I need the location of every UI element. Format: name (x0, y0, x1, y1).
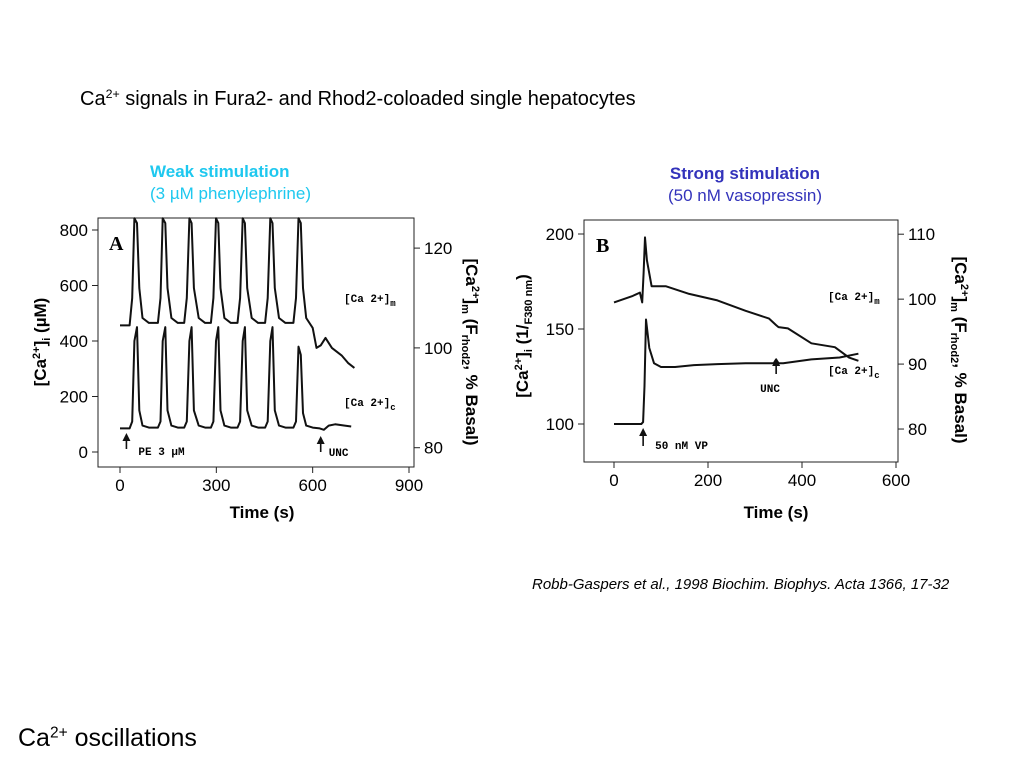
right-axis-ticks-a: 80 100 120 (414, 239, 452, 458)
right-tick-label: 100 (908, 290, 936, 309)
slide-footer-title: Ca2+ oscillations (18, 724, 197, 752)
x-tick-label: 300 (202, 476, 230, 495)
stim-arrow-head (639, 428, 648, 436)
chart-panel-b: 100 150 200 80 90 100 110 0 200 400 600 B 50 nM … (513, 219, 970, 522)
right-axis-label-b: [Ca2+]m (Frhod2, % Basal) (948, 256, 970, 443)
annotations-a: PE 3 µM UNC [Ca 2+]m [Ca 2+]c (122, 294, 396, 460)
plot-frame-b (583, 219, 899, 463)
left-axis-ticks-a: 0 200 400 600 800 (60, 221, 98, 462)
x-axis-ticks-a: 0 300 600 900 (115, 467, 423, 495)
panel-a-heading-title: Weak stimulation (150, 162, 290, 181)
left-tick-label: 100 (546, 415, 574, 434)
left-axis-label-b: [Ca2+]i (1/F380 nm) (513, 274, 535, 398)
slide-title: Ca2+ signals in Fura2- and Rhod2-coloade… (80, 87, 636, 110)
unc-label: UNC (760, 384, 780, 396)
panel-b-heading: Strong stimulation (50 nM vasopressin) (640, 163, 850, 207)
panel-a-heading-subtitle: (3 µM phenylephrine) (150, 184, 311, 203)
annotations-b: 50 nM VP UNC [Ca 2+]m [Ca 2+]c (639, 292, 880, 453)
chart-panel-a: 0 200 400 600 800 80 100 120 0 300 600 900 A PE 3… (31, 217, 481, 522)
traces-a (120, 217, 356, 431)
left-tick-label: 600 (60, 277, 88, 296)
citation: Robb-Gaspers et al., 1998 Biochim. Bioph… (532, 576, 950, 593)
right-tick-label: 110 (908, 225, 935, 244)
x-tick-label: 600 (882, 471, 910, 490)
right-axis-label-a: [Ca2+]m (Frhod2, % Basal) (459, 258, 481, 445)
left-tick-label: 200 (60, 388, 88, 407)
panel-a-heading: Weak stimulation (3 µM phenylephrine) (150, 161, 340, 205)
panel-b-heading-title: Strong stimulation (669, 164, 821, 183)
panel-letter-a: A (109, 233, 124, 255)
stim-label: PE 3 µM (138, 447, 185, 459)
right-tick-label: 120 (424, 239, 452, 258)
cytosolic-ca-trace (614, 318, 859, 425)
x-axis-label-b: Time (s) (744, 503, 809, 522)
left-tick-label: 400 (60, 332, 88, 351)
x-tick-label: 0 (609, 471, 618, 490)
left-axis-ticks-b: 100 150 200 (546, 225, 584, 434)
stim-arrow-head (122, 433, 131, 441)
x-tick-label: 0 (115, 476, 124, 495)
cytosolic-ca-trace (120, 326, 352, 431)
left-tick-label: 800 (60, 221, 88, 240)
right-tick-label: 100 (424, 339, 452, 358)
traces-b (613, 236, 859, 425)
x-tick-label: 400 (788, 471, 816, 490)
plot-frame-a (97, 217, 415, 468)
left-axis-label-a: [Ca2+]i (µM) (31, 298, 53, 387)
left-tick-label: 150 (546, 320, 574, 339)
label-mito: [Ca 2+]m (344, 294, 396, 309)
label-mito: [Ca 2+]m (828, 292, 880, 307)
unc-arrow-head (772, 358, 781, 366)
unc-arrow-head (316, 436, 325, 444)
x-axis-label-a: Time (s) (230, 503, 295, 522)
panel-letter-b: B (596, 235, 609, 257)
panel-b-heading-subtitle: (50 nM vasopressin) (667, 186, 822, 205)
right-tick-label: 80 (424, 439, 443, 458)
right-tick-label: 90 (908, 355, 927, 374)
left-tick-label: 200 (546, 225, 574, 244)
unc-label: UNC (329, 448, 349, 460)
x-axis-ticks-b: 0 200 400 600 (609, 462, 910, 490)
stim-label: 50 nM VP (655, 441, 708, 453)
right-axis-ticks-b: 80 90 100 110 (898, 225, 936, 439)
label-cyto: [Ca 2+]c (828, 366, 880, 381)
x-tick-label: 200 (694, 471, 722, 490)
mitochondrial-ca-trace (613, 236, 859, 362)
left-tick-label: 0 (79, 443, 88, 462)
x-tick-label: 600 (298, 476, 326, 495)
mitochondrial-ca-trace (120, 217, 356, 369)
right-tick-label: 80 (908, 420, 927, 439)
label-cyto: [Ca 2+]c (344, 398, 396, 413)
x-tick-label: 900 (395, 476, 423, 495)
